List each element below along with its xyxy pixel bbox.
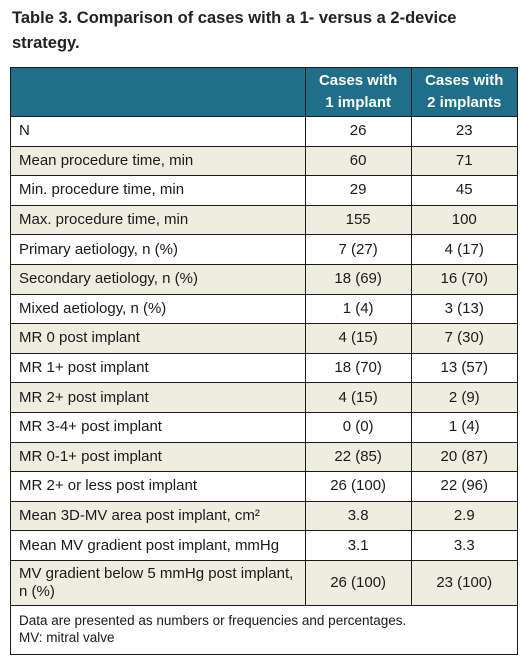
table-row: Primary aetiology, n (%) 7 (27) 4 (17) [10,234,518,265]
row-label: MV gradient below 5 mmHg post implant, n… [10,559,306,606]
cell-2-implants: 16 (70) [410,263,518,295]
cell-2-implants: 23 (100) [410,559,518,606]
table-row: MR 0 post implant 4 (15) 7 (30) [10,323,518,354]
table-row: Mixed aetiology, n (%) 1 (4) 3 (13) [10,293,518,325]
table-row: MR 2+ or less post implant 26 (100) 22 (96… [10,471,518,502]
table-row: MR 0-1+ post implant 22 (85) 20 (87) [10,441,518,473]
footnote-data-note: Data are presented as numbers or frequen… [19,612,407,628]
cell-1-implant: 155 [304,204,412,236]
table-row: MR 3-4+ post implant 0 (0) 1 (4) [10,411,518,443]
header-cases-2-implants: Cases with 2 implants [410,67,518,117]
header-col3-line1: Cases with [425,72,504,89]
cell-1-implant: 22 (85) [304,441,412,473]
table-row: MR 1+ post implant 18 (70) 13 (57) [10,352,518,384]
cell-2-implants: 4 (17) [410,234,518,265]
cell-1-implant: 26 (100) [304,559,412,606]
comparison-table: Cases with 1 implant Cases with 2 implan… [10,67,518,655]
header-col2-line2: 1 implant [325,94,392,111]
table-row: MR 2+ post implant 4 (15) 2 (9) [10,382,518,413]
cell-2-implants: 1 (4) [410,411,518,443]
cell-2-implants: 2.9 [410,500,518,532]
row-label: MR 3-4+ post implant [10,411,306,443]
cell-1-implant: 26 (100) [304,471,412,502]
table-row: Min. procedure time, min 29 45 [10,175,518,206]
footnote-cell: Data are presented as numbers or frequen… [10,604,518,655]
cell-1-implant: 1 (4) [304,293,412,325]
row-label: Mean procedure time, min [10,145,306,177]
cell-2-implants: 7 (30) [410,323,518,354]
cell-2-implants: 3.3 [410,530,518,561]
cell-2-implants: 23 [410,116,518,147]
row-label: MR 2+ or less post implant [10,471,306,502]
row-label: Min. procedure time, min [10,175,306,206]
table-row: Mean MV gradient post implant, mmHg 3.1 3.… [10,530,518,561]
cell-2-implants: 100 [410,204,518,236]
row-label: Mean MV gradient post implant, mmHg [10,530,306,561]
table-row: Mean procedure time, min 60 71 [10,145,518,177]
header-row: Cases with 1 implant Cases with 2 implan… [10,67,518,117]
table-row: N 26 23 [10,116,518,147]
row-label: Secondary aetiology, n (%) [10,263,306,295]
header-cases-1-implant: Cases with 1 implant [304,67,412,117]
cell-2-implants: 20 (87) [410,441,518,473]
table-row: MV gradient below 5 mmHg post implant, n… [10,559,518,606]
cell-2-implants: 13 (57) [410,352,518,384]
row-label: Mean 3D-MV area post implant, cm² [10,500,306,532]
cell-1-implant: 7 (27) [304,234,412,265]
cell-2-implants: 45 [410,175,518,206]
cell-2-implants: 2 (9) [410,382,518,413]
cell-2-implants: 22 (96) [410,471,518,502]
row-label: Max. procedure time, min [10,204,306,236]
cell-1-implant: 0 (0) [304,411,412,443]
cell-1-implant: 18 (69) [304,263,412,295]
header-col2-line1: Cases with [318,72,398,89]
cell-1-implant: 4 (15) [304,382,412,413]
header-blank-cell [10,67,306,117]
table-row: Mean 3D-MV area post implant, cm² 3.8 2.9 [10,500,518,532]
table-title: Table 3. Comparison of cases with a 1- v… [12,9,457,52]
table-body: N 26 23 Mean procedure time, min 60 71 Min. pr… [10,116,518,606]
table-row: Secondary aetiology, n (%) 18 (69) 16 (70) [10,263,518,295]
cell-1-implant: 4 (15) [304,323,412,354]
cell-1-implant: 29 [304,175,412,206]
cell-1-implant: 60 [304,145,412,177]
cell-1-implant: 3.8 [304,500,412,532]
row-label: MR 0-1+ post implant [10,441,306,473]
cell-1-implant: 18 (70) [304,352,412,384]
cell-2-implants: 71 [410,145,518,177]
table-footer: Data are presented as numbers or frequen… [10,604,518,655]
cell-1-implant: 26 [304,116,412,147]
cell-2-implants: 3 (13) [410,293,518,325]
cell-1-implant: 3.1 [304,530,412,561]
header-col3-line2: 2 implants [427,94,502,111]
row-label: Primary aetiology, n (%) [10,234,306,265]
row-label: MR 1+ post implant [10,352,306,384]
row-label: MR 2+ post implant [10,382,306,413]
footnote-row: Data are presented as numbers or frequen… [10,604,518,655]
row-label: MR 0 post implant [10,323,306,354]
table-header: Cases with 1 implant Cases with 2 implan… [10,67,518,117]
table-row: Max. procedure time, min 155 100 [10,204,518,236]
row-label: Mixed aetiology, n (%) [10,293,306,325]
footnote-abbreviation: MV: mitral valve [19,629,115,645]
row-label: N [10,116,306,147]
